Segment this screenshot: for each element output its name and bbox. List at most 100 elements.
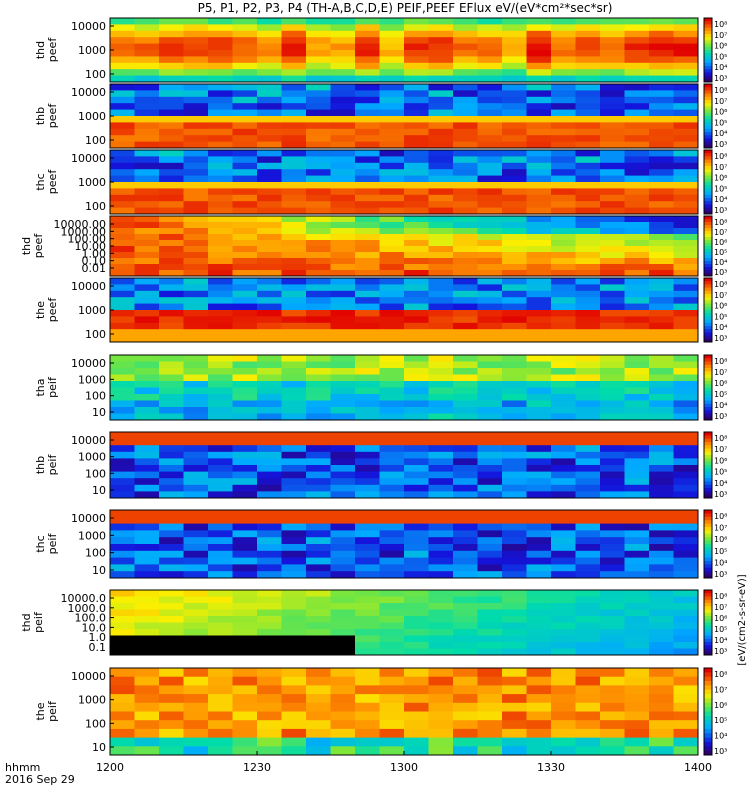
colorbar-segment <box>704 681 712 686</box>
heatmap-cell <box>183 90 209 98</box>
heatmap-cell <box>281 413 307 421</box>
heatmap-cell <box>110 516 135 525</box>
heatmap-cell <box>649 590 674 597</box>
heatmap-cell <box>649 530 674 538</box>
heatmap-cell <box>477 103 503 111</box>
heatmap-cell <box>330 746 356 756</box>
heatmap-cell <box>232 622 258 630</box>
heatmap-cell <box>526 310 552 317</box>
heatmap-cell <box>624 182 650 189</box>
heatmap-cell <box>502 471 527 479</box>
heatmap-cell <box>379 394 405 401</box>
heatmap-cell <box>428 252 454 259</box>
heatmap-cell <box>624 361 650 369</box>
y-tick-label: 10000 <box>71 152 106 165</box>
heatmap-cell <box>673 278 699 285</box>
heatmap-cell <box>306 62 331 70</box>
heatmap-cell <box>526 432 552 440</box>
heatmap-cell <box>134 694 160 704</box>
figure-title: P5, P1, P2, P3, P4 (TH-A,B,C,D,E) PEIF,P… <box>198 1 613 15</box>
heatmap-cell <box>600 96 625 104</box>
heatmap-cell <box>477 394 503 401</box>
heatmap-cell <box>379 290 405 298</box>
heatmap-cell <box>477 603 503 610</box>
heatmap-cell <box>355 109 380 117</box>
heatmap-cell <box>355 284 380 292</box>
heatmap-cell <box>134 596 160 604</box>
heatmap-cell <box>159 103 184 111</box>
heatmap-cell <box>428 278 454 285</box>
heatmap-cell <box>428 590 454 597</box>
heatmap-cell <box>355 216 380 223</box>
heatmap-cell <box>575 175 601 183</box>
heatmap-cell <box>551 310 576 317</box>
heatmap-cell <box>649 728 674 739</box>
heatmap-cell <box>600 201 625 209</box>
heatmap-cell <box>502 310 527 317</box>
heatmap-cell <box>502 394 527 401</box>
heatmap-cell <box>600 368 625 375</box>
heatmap-cell <box>600 510 625 518</box>
heatmap-cell <box>232 465 258 473</box>
heatmap-cell <box>306 711 331 721</box>
heatmap-cell <box>257 169 282 177</box>
heatmap-cell <box>134 737 160 747</box>
heatmap-cell <box>257 635 282 643</box>
heatmap-cell <box>673 711 699 721</box>
heatmap-cell <box>110 571 135 579</box>
heatmap-cell <box>404 252 429 259</box>
heatmap-cell <box>330 116 356 123</box>
heatmap-cell <box>159 368 184 375</box>
heatmap-cell <box>110 510 135 518</box>
heatmap-cell <box>208 246 233 253</box>
heatmap-cell <box>673 550 699 559</box>
heatmap-cell <box>453 228 478 235</box>
heatmap-cell <box>404 207 429 215</box>
heatmap-cell <box>404 465 429 473</box>
heatmap-cell <box>453 544 478 552</box>
heatmap-cell <box>330 290 356 298</box>
heatmap-cell <box>159 676 184 686</box>
heatmap-cell <box>502 438 527 446</box>
heatmap-cell <box>159 316 184 324</box>
heatmap-cell <box>232 720 258 730</box>
heatmap-cell <box>624 629 650 636</box>
heatmap-cell <box>453 516 478 525</box>
heatmap-cell <box>257 252 282 259</box>
heatmap-cell <box>110 188 135 196</box>
heatmap-cell <box>110 116 135 123</box>
heatmap-cell <box>624 523 650 531</box>
heatmap-cell <box>183 622 209 630</box>
heatmap-cell <box>575 156 601 164</box>
colorbar-segment <box>704 43 712 48</box>
heatmap-cell <box>428 394 454 401</box>
heatmap-cell <box>257 264 282 271</box>
heatmap-cell <box>477 596 503 604</box>
heatmap-cell <box>379 169 405 177</box>
heatmap-cell <box>306 374 331 382</box>
heatmap-cell <box>379 303 405 311</box>
heatmap-cell <box>330 537 356 545</box>
heatmap-cell <box>257 590 282 597</box>
heatmap-cell <box>134 465 160 473</box>
colorbar-tick-label: 10⁴ <box>714 323 727 332</box>
heatmap-cell <box>502 62 527 70</box>
heatmap-cell <box>404 310 429 317</box>
heatmap-cell <box>110 50 135 57</box>
heatmap-cell <box>330 394 356 401</box>
heatmap-cell <box>624 557 650 565</box>
heatmap-cell <box>551 252 576 259</box>
colorbar-tick-label: 10⁷ <box>714 685 727 694</box>
heatmap-cell <box>551 381 576 388</box>
heatmap-cell <box>183 523 209 531</box>
heatmap-cell <box>208 394 233 401</box>
heatmap-cell <box>600 685 625 695</box>
heatmap-cell <box>257 432 282 440</box>
heatmap-cell <box>232 642 258 649</box>
heatmap-cell <box>477 109 503 117</box>
y-axis-label: tha <box>34 378 47 396</box>
colorbar-tick-label: 10⁸ <box>714 592 727 601</box>
heatmap-cell <box>208 557 233 565</box>
heatmap-cell <box>232 109 258 117</box>
heatmap-cell <box>526 622 552 630</box>
